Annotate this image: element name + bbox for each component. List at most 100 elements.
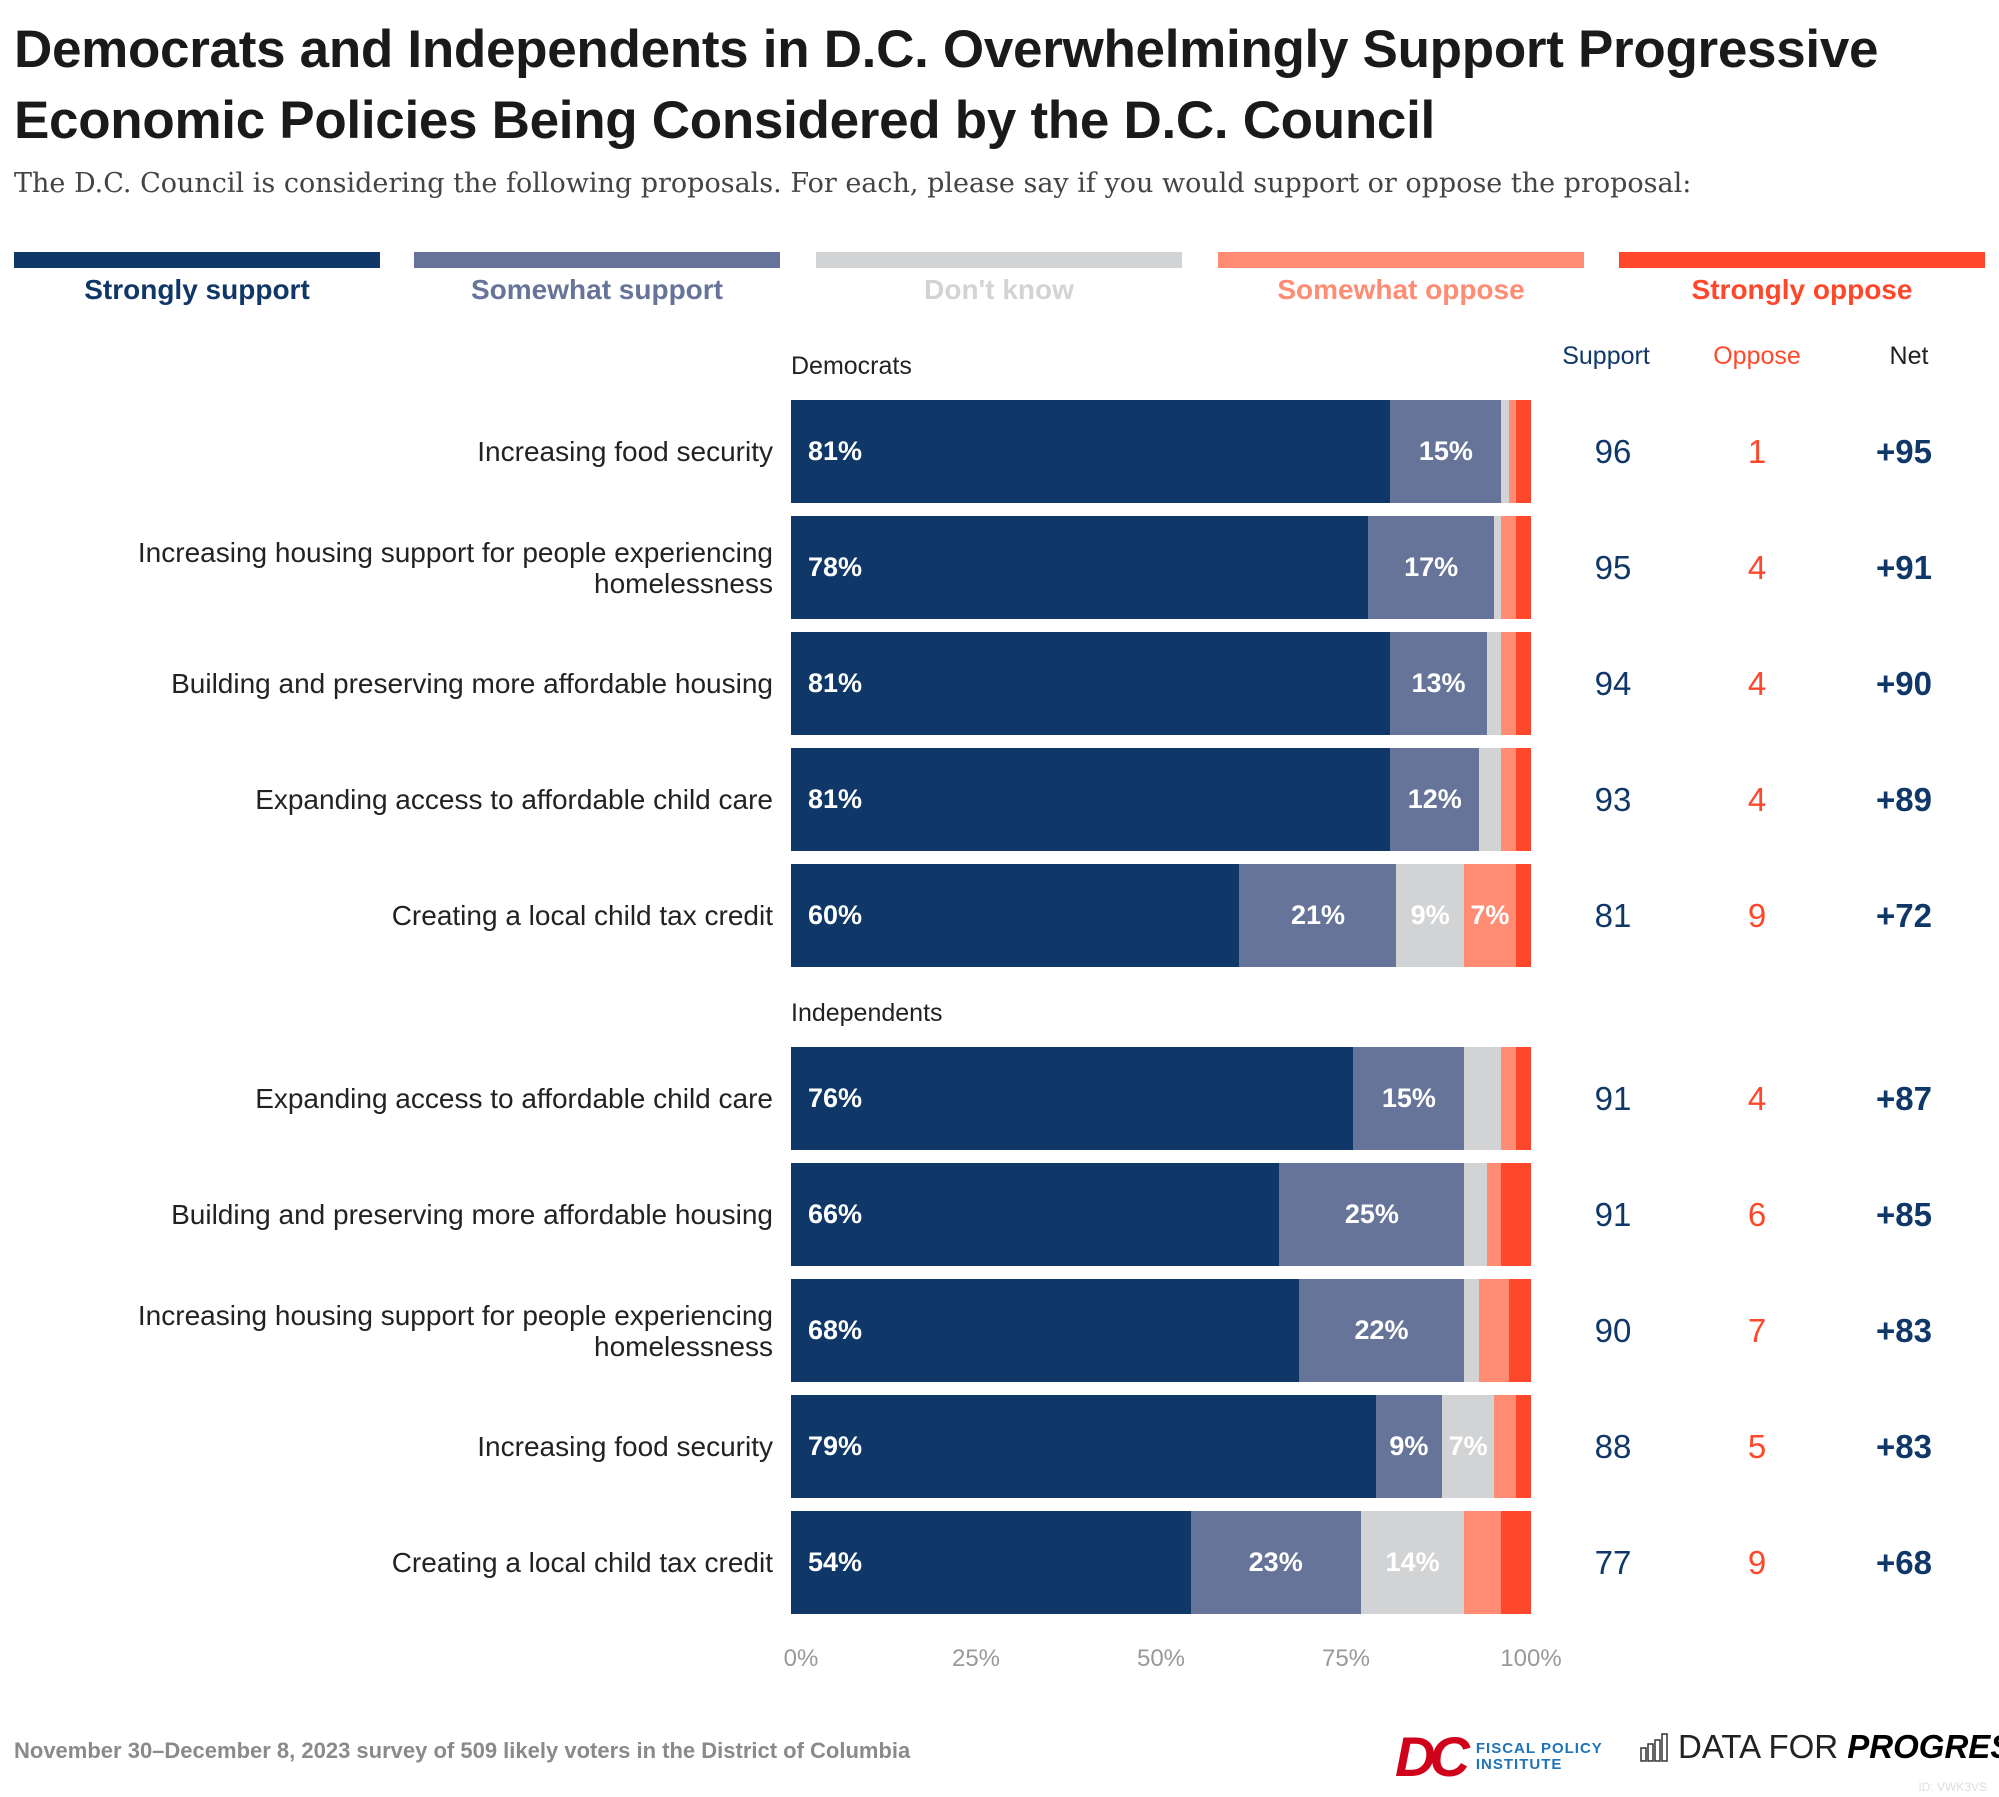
row-label: Increasing food security [53,1395,773,1498]
bar-segment [1486,632,1502,735]
oppose-value: 9 [1747,1544,1767,1581]
segment-label: 12% [1407,784,1462,814]
bar-segment [1501,516,1517,619]
row-label: Increasing food security [53,400,773,503]
legend-label: Don't know [924,274,1074,305]
stacked-bar: 54% 23% 14% [791,1511,1531,1614]
bar-segment [1486,1163,1502,1266]
oppose-value: 4 [1747,781,1767,818]
segment-label: 23% [1248,1547,1303,1577]
oppose-value: 5 [1747,1428,1767,1465]
net-value: +89 [1876,781,1932,818]
segment-label: 9% [1389,1431,1429,1461]
segment-label: 9% [1410,900,1450,930]
dc-fiscal-policy-institute-logo: DC FISCAL POLICY INSTITUTE [1395,1724,1603,1789]
id-tag: ID: VWK3VS [1918,1780,1987,1794]
oppose-value: 6 [1747,1196,1767,1233]
oppose-value: 4 [1747,1080,1767,1117]
bar-segment [1493,1395,1517,1498]
bar-segment: 81% [791,748,1391,851]
row-label: Increasing housing support for people ex… [53,1279,773,1382]
row-label-text: Expanding access to affordable child car… [255,784,773,815]
bar-segment [1508,400,1517,503]
x-tick-label: 75% [1321,1645,1371,1672]
oppose-value: 4 [1747,665,1767,702]
group-label: Independents [791,999,943,1027]
bar-segment: 76% [791,1047,1354,1150]
chart-title: Democrats and Independents in D.C. Overw… [14,20,1879,150]
bar-segment [1516,1395,1531,1498]
bar-segment [1516,748,1531,851]
segment-label: 76% [808,1083,863,1113]
row-label: Expanding access to affordable child car… [53,1047,773,1150]
segment-label: 81% [808,668,863,698]
legend-swatch [414,252,780,268]
bar-chart-icon [1640,1733,1668,1762]
net-value: +83 [1876,1428,1932,1465]
net-value: +87 [1876,1080,1932,1117]
stacked-bar: 79% 9% 7% [791,1395,1531,1498]
segment-label: 78% [808,552,863,582]
chart-subtitle: The D.C. Council is considering the foll… [14,168,1692,199]
segment-label: 21% [1290,900,1345,930]
row-label-text: Increasing housing support for people ex… [137,536,773,599]
bar-segment: 68% [791,1279,1300,1382]
bar-segment: 9% [1375,1395,1443,1498]
segment-label: 15% [1418,436,1473,466]
bar-segment [1464,1163,1487,1266]
bar-segment: 22% [1299,1279,1464,1382]
bar-segment [1516,632,1531,735]
bar-segment: 13% [1390,632,1487,735]
stacked-bar: 76% 15% [791,1047,1531,1150]
data-for-progress-logo: DATA FOR PROGRESS [1640,1728,1999,1766]
bar-segment: 15% [1390,400,1502,503]
row-label: Creating a local child tax credit [53,864,773,967]
bar-segment: 23% [1190,1511,1361,1614]
row-label: Expanding access to affordable child car… [53,748,773,851]
net-value: +85 [1876,1196,1932,1233]
legend-swatch [1619,252,1985,268]
support-value: 91 [1594,1196,1632,1233]
stacked-bar: 81% 15% [791,400,1531,503]
segment-label: 14% [1385,1547,1440,1577]
segment-label: 25% [1344,1199,1399,1229]
segment-label: 17% [1404,552,1459,582]
stacked-bar: 78% 17% [791,516,1531,619]
segment-label: 79% [808,1431,863,1461]
segment-label: 22% [1354,1315,1409,1345]
legend-swatch [14,252,380,268]
segment-label: 68% [808,1315,863,1345]
support-value: 77 [1594,1544,1632,1581]
segment-label: 13% [1411,668,1466,698]
net-value: +90 [1876,665,1932,702]
bar-segment [1464,1511,1502,1614]
support-value: 95 [1594,549,1632,586]
dc-logo-mark: DC [1395,1725,1470,1788]
column-header-oppose: Oppose [1713,342,1801,370]
bar-segment: 15% [1353,1047,1465,1150]
legend-label: Somewhat support [470,274,723,305]
bar-segment: 81% [791,632,1391,735]
row-label: Building and preserving more affordable … [53,632,773,735]
bar-segment: 66% [791,1163,1280,1266]
bar-segment [1493,516,1502,619]
segment-label: 81% [808,784,863,814]
bar-segment: 60% [791,864,1240,967]
segment-label: 60% [808,900,863,930]
bar-segment [1501,1047,1517,1150]
bar-segment: 14% [1360,1511,1465,1614]
stacked-bar: 81% 13% [791,632,1531,735]
row-label-text: Increasing food security [477,436,773,467]
net-value: +83 [1876,1312,1932,1349]
bar-segment [1508,1279,1531,1382]
bar-segment [1501,1163,1531,1266]
stacked-bar: 66% 25% [791,1163,1531,1266]
net-value: +72 [1876,897,1932,934]
bar-segment: 78% [791,516,1369,619]
bar-segment: 7% [1463,864,1517,967]
support-value: 81 [1594,897,1632,934]
oppose-value: 7 [1747,1312,1767,1349]
oppose-value: 1 [1747,433,1767,470]
bar-segment [1464,1047,1502,1150]
row-label-text: Building and preserving more affordable … [171,1199,773,1230]
